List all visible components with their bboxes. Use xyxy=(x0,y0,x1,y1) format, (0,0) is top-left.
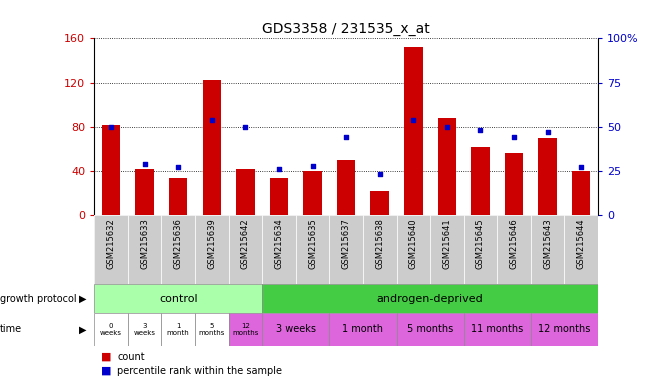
Bar xyxy=(262,313,330,346)
Text: GSM215642: GSM215642 xyxy=(241,218,250,269)
Bar xyxy=(471,147,489,215)
Text: GSM215646: GSM215646 xyxy=(510,218,519,269)
Bar xyxy=(262,215,296,284)
Bar xyxy=(94,284,262,313)
Bar xyxy=(538,138,557,215)
Bar xyxy=(236,169,255,215)
Text: percentile rank within the sample: percentile rank within the sample xyxy=(117,366,282,376)
Point xyxy=(341,134,351,141)
Bar xyxy=(296,215,330,284)
Bar xyxy=(404,47,422,215)
Text: GSM215645: GSM215645 xyxy=(476,218,485,269)
Point xyxy=(576,164,586,170)
Bar xyxy=(94,313,128,346)
Text: GSM215633: GSM215633 xyxy=(140,218,149,269)
Text: count: count xyxy=(117,352,144,362)
Point xyxy=(475,127,486,133)
Bar xyxy=(531,215,564,284)
Text: 0
weeks: 0 weeks xyxy=(100,323,122,336)
Text: GSM215643: GSM215643 xyxy=(543,218,552,269)
Text: androgen-deprived: androgen-deprived xyxy=(377,293,484,304)
Bar xyxy=(572,171,590,215)
Text: 5
months: 5 months xyxy=(199,323,225,336)
Bar xyxy=(330,215,363,284)
Text: 12 months: 12 months xyxy=(538,324,591,334)
Text: GSM215634: GSM215634 xyxy=(274,218,283,269)
Point xyxy=(106,124,116,130)
Text: time: time xyxy=(0,324,22,334)
Point xyxy=(139,161,150,167)
Bar xyxy=(304,171,322,215)
Text: 12
months: 12 months xyxy=(232,323,259,336)
Bar xyxy=(195,313,229,346)
Text: 3 weeks: 3 weeks xyxy=(276,324,316,334)
Bar xyxy=(396,313,463,346)
Bar xyxy=(370,191,389,215)
Bar xyxy=(363,215,396,284)
Bar xyxy=(531,313,598,346)
Text: ■: ■ xyxy=(101,366,111,376)
Text: ▶: ▶ xyxy=(79,324,86,334)
Bar xyxy=(430,215,463,284)
Bar xyxy=(497,215,531,284)
Bar xyxy=(102,124,120,215)
Point xyxy=(542,129,552,135)
Bar xyxy=(564,215,598,284)
Bar xyxy=(94,215,128,284)
Bar xyxy=(463,215,497,284)
Bar xyxy=(135,169,154,215)
Point xyxy=(173,164,183,170)
Bar xyxy=(463,313,531,346)
Point xyxy=(240,124,251,130)
Bar xyxy=(437,118,456,215)
Bar xyxy=(505,153,523,215)
Bar xyxy=(128,313,161,346)
Point xyxy=(274,166,284,172)
Text: 1
month: 1 month xyxy=(167,323,190,336)
Title: GDS3358 / 231535_x_at: GDS3358 / 231535_x_at xyxy=(262,22,430,36)
Bar xyxy=(128,215,161,284)
Text: 5 months: 5 months xyxy=(407,324,453,334)
Text: control: control xyxy=(159,293,198,304)
Bar xyxy=(330,313,396,346)
Point xyxy=(442,124,452,130)
Text: growth protocol: growth protocol xyxy=(0,293,77,304)
Text: ▶: ▶ xyxy=(79,293,86,304)
Bar xyxy=(229,313,262,346)
Bar xyxy=(161,313,195,346)
Text: GSM215637: GSM215637 xyxy=(342,218,350,269)
Point xyxy=(408,117,419,123)
Text: GSM215641: GSM215641 xyxy=(443,218,451,269)
Text: 3
weeks: 3 weeks xyxy=(134,323,155,336)
Point xyxy=(509,134,519,141)
Text: GSM215640: GSM215640 xyxy=(409,218,418,269)
Bar xyxy=(229,215,262,284)
Bar xyxy=(337,160,356,215)
Bar xyxy=(270,177,288,215)
Point xyxy=(374,171,385,177)
Bar xyxy=(262,284,598,313)
Bar xyxy=(161,215,195,284)
Text: GSM215636: GSM215636 xyxy=(174,218,183,269)
Bar xyxy=(169,177,187,215)
Text: 1 month: 1 month xyxy=(343,324,384,334)
Text: GSM215638: GSM215638 xyxy=(375,218,384,269)
Point xyxy=(307,162,318,169)
Text: GSM215644: GSM215644 xyxy=(577,218,586,269)
Point xyxy=(207,117,217,123)
Bar xyxy=(396,215,430,284)
Text: GSM215639: GSM215639 xyxy=(207,218,216,269)
Bar xyxy=(195,215,229,284)
Text: GSM215632: GSM215632 xyxy=(107,218,116,269)
Text: GSM215635: GSM215635 xyxy=(308,218,317,269)
Bar xyxy=(203,80,221,215)
Text: 11 months: 11 months xyxy=(471,324,523,334)
Text: ■: ■ xyxy=(101,352,111,362)
